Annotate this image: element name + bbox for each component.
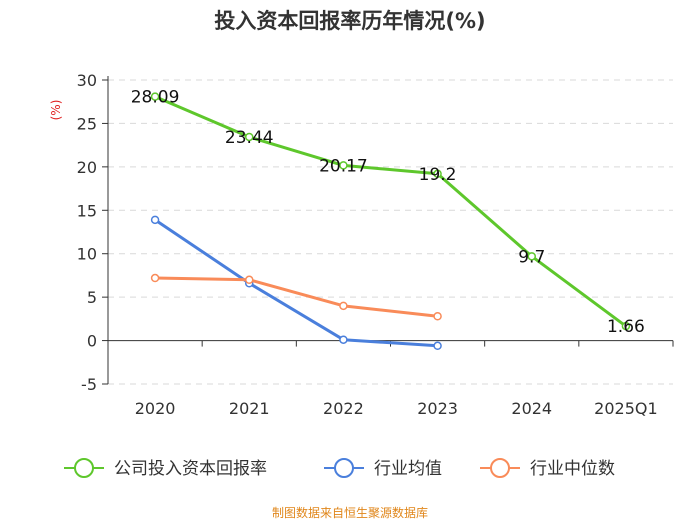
legend-label: 公司投入资本回报率 bbox=[114, 459, 267, 479]
y-tick-label: 10 bbox=[77, 245, 97, 264]
series-line-1 bbox=[154, 218, 438, 348]
y-axis-unit: (%) bbox=[49, 100, 63, 121]
data-label: 23.44 bbox=[225, 128, 274, 148]
data-point bbox=[245, 132, 254, 142]
data-point bbox=[621, 321, 631, 331]
data-point bbox=[150, 273, 160, 283]
legend-marker bbox=[334, 458, 354, 478]
source-note: 制图数据来自恒生聚源数据库 bbox=[272, 505, 428, 520]
series-line-0 bbox=[154, 95, 627, 328]
y-tick-label: 25 bbox=[77, 114, 97, 133]
data-label: 28.09 bbox=[131, 88, 180, 108]
series-line-2 bbox=[155, 276, 438, 318]
y-tick-label: 20 bbox=[77, 158, 97, 177]
data-labels: 28.09 23.44 20.17 19.2 9.7 1.66 bbox=[131, 88, 645, 338]
legend-label: 行业中位数 bbox=[530, 459, 615, 479]
data-point bbox=[433, 312, 442, 321]
data-point bbox=[339, 335, 348, 344]
y-tick-label: -5 bbox=[81, 375, 97, 394]
grid-lines bbox=[108, 79, 673, 385]
x-tick-label: 2024 bbox=[511, 399, 552, 418]
data-point bbox=[527, 252, 536, 261]
x-tick-label: 2022 bbox=[323, 399, 364, 418]
data-point bbox=[339, 161, 348, 170]
x-tick-label: 2025Q1 bbox=[594, 399, 658, 418]
data-point bbox=[245, 275, 254, 285]
legend-marker bbox=[74, 458, 94, 478]
chart-title: 投入资本回报率历年情况(%) bbox=[214, 9, 485, 33]
y-tick-label: 5 bbox=[87, 288, 97, 307]
y-tick-label: 15 bbox=[77, 201, 97, 220]
legend: 公司投入资本回报率 行业均值 行业中位数 bbox=[64, 458, 615, 479]
y-tick-label: 30 bbox=[77, 71, 97, 90]
data-label: 20.17 bbox=[319, 156, 368, 176]
y-tick-label: 0 bbox=[87, 332, 97, 351]
data-point bbox=[433, 169, 442, 179]
x-tick-label: 2021 bbox=[229, 399, 270, 418]
data-label: 9.7 bbox=[518, 247, 545, 267]
data-label: 1.66 bbox=[607, 317, 645, 337]
x-tick-label: 2023 bbox=[417, 399, 458, 418]
x-tick-label: 2020 bbox=[135, 399, 176, 418]
data-point bbox=[150, 92, 160, 101]
axes: -5 0 5 10 15 20 25 30 2020 2021 2022 2023 2024 2025Q1 bbox=[77, 71, 674, 418]
data-label: 19.2 bbox=[419, 165, 457, 185]
data-point bbox=[433, 341, 442, 351]
series-lines bbox=[150, 92, 631, 351]
legend-marker bbox=[490, 458, 510, 478]
legend-label: 行业均值 bbox=[374, 459, 442, 479]
data-point bbox=[339, 301, 348, 311]
data-point bbox=[150, 215, 160, 225]
